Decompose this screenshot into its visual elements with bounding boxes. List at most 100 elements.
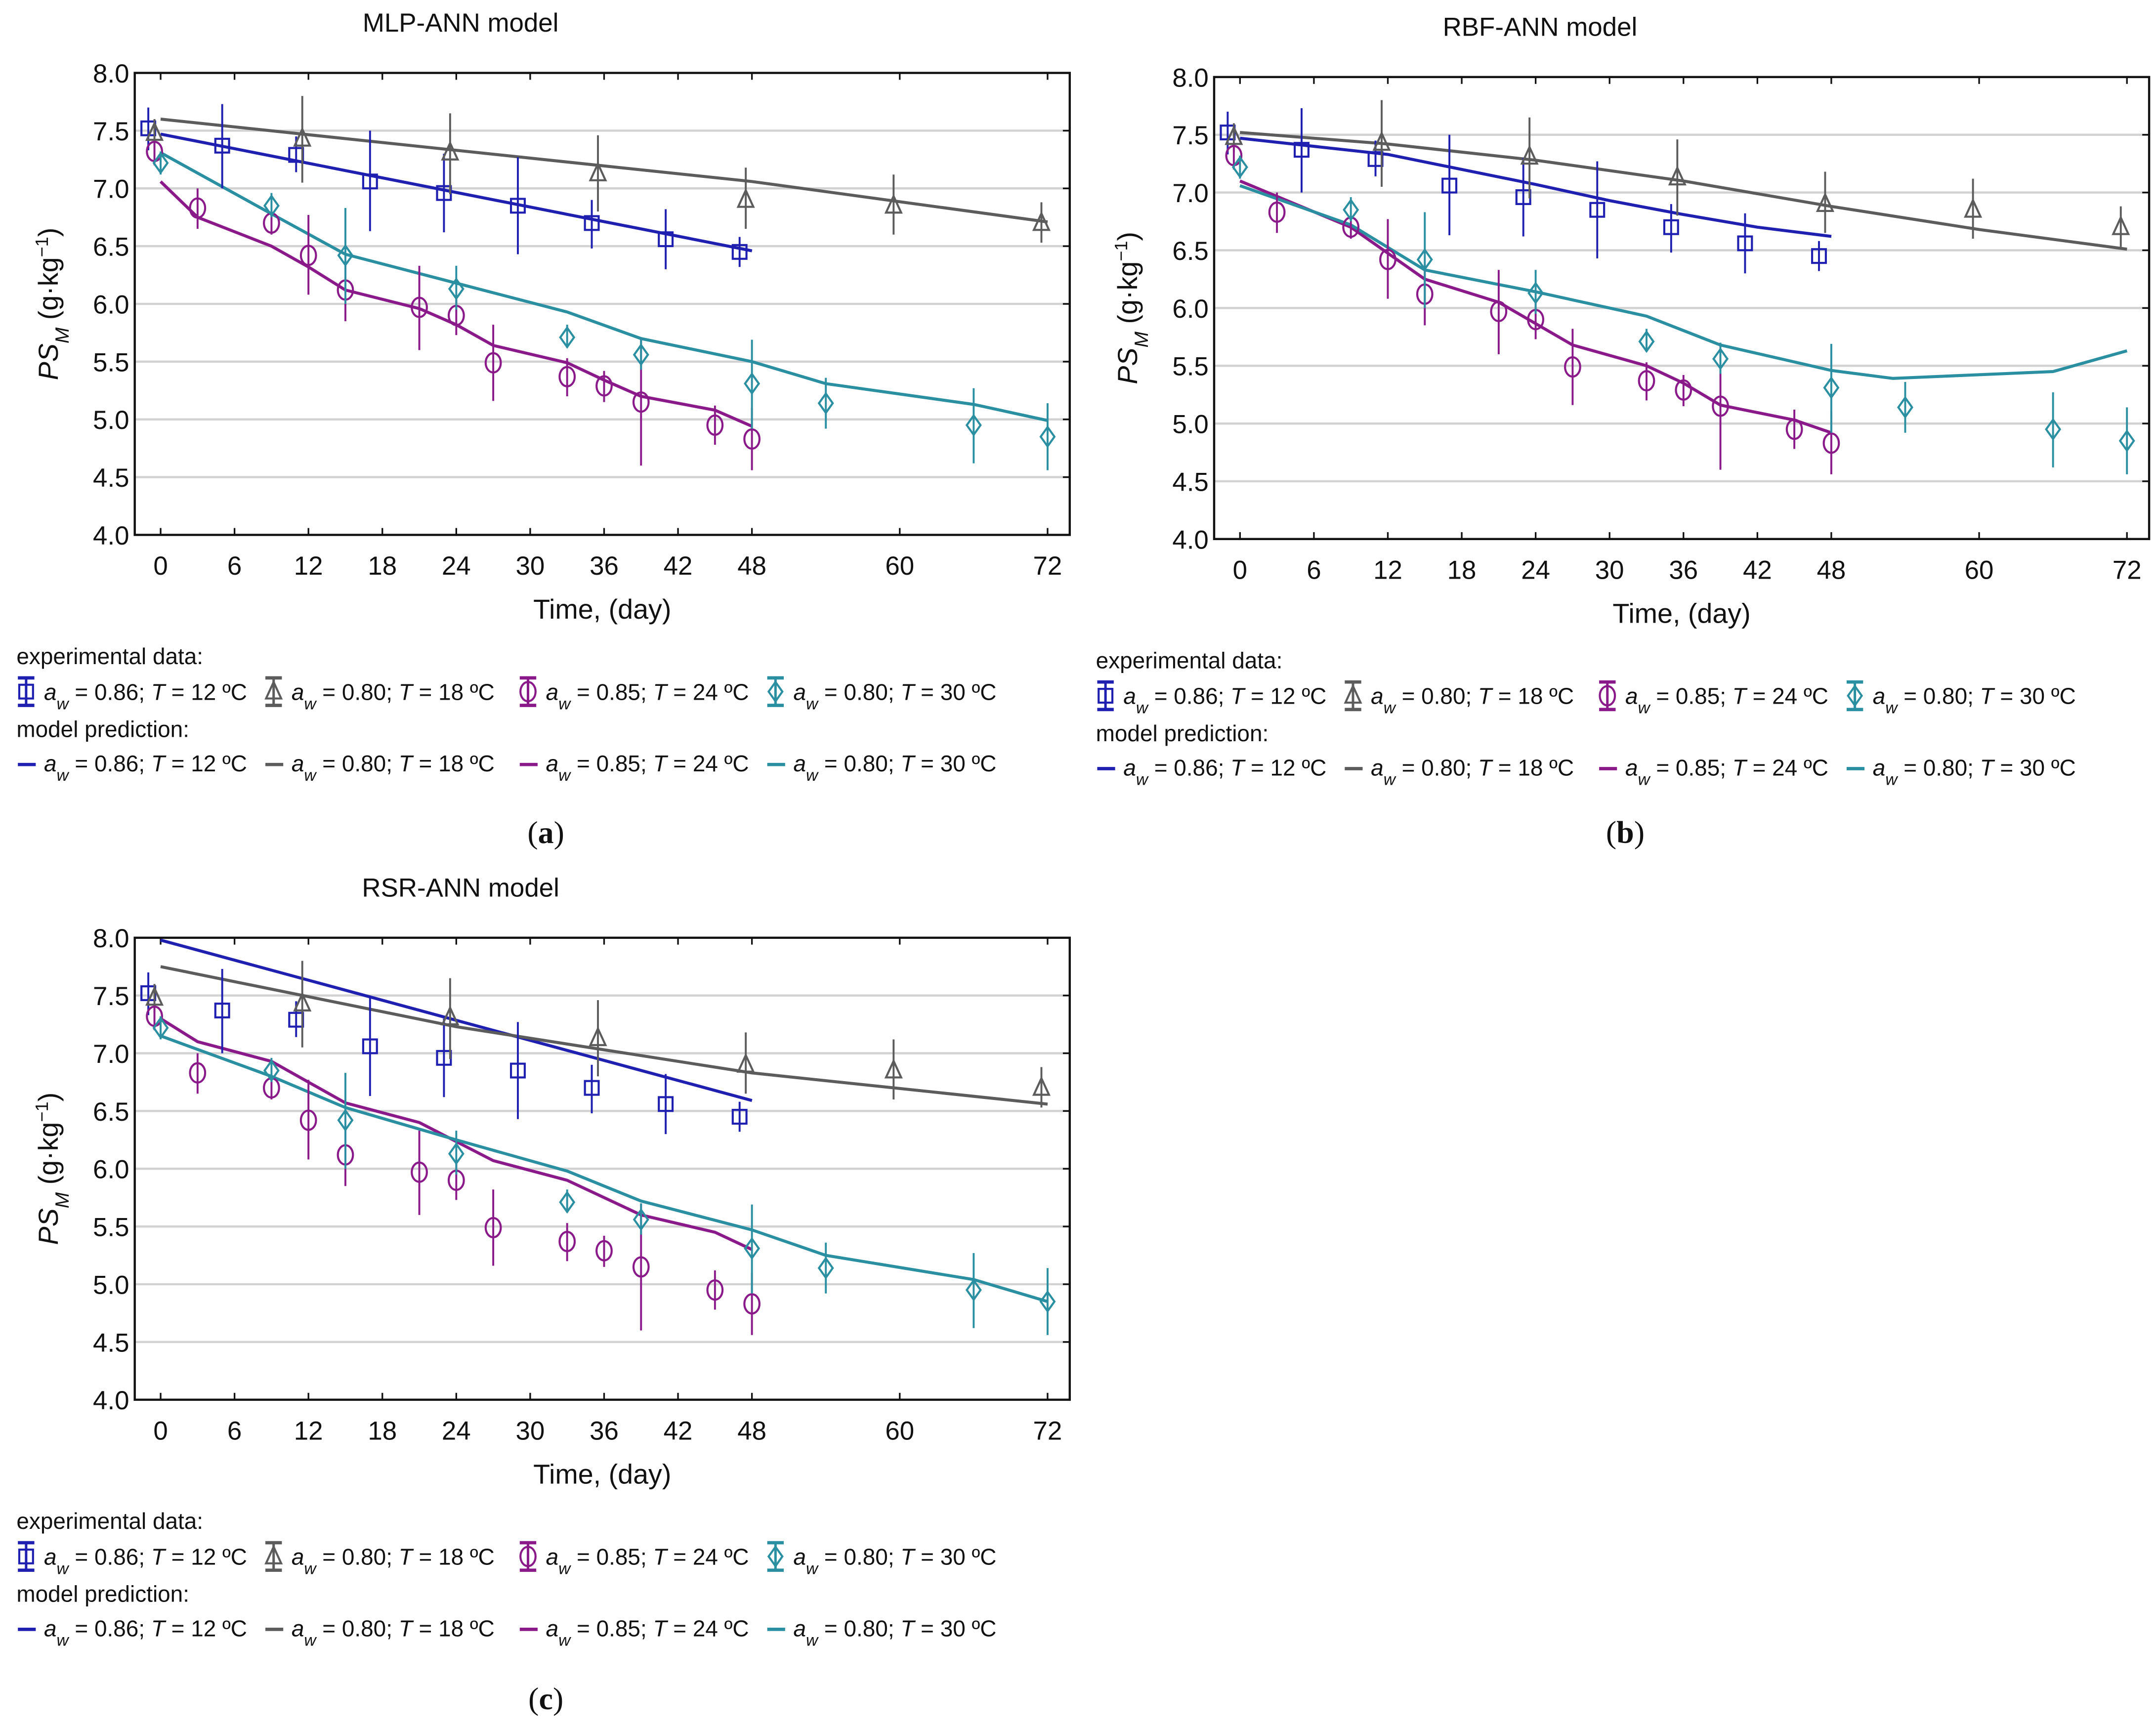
legend-T-value: = 24 ºC <box>667 1615 749 1641</box>
data-point-s18 <box>1816 192 1835 212</box>
y-label-exp: −1 <box>31 1101 51 1122</box>
legend-w: w <box>57 1631 70 1649</box>
data-point-s30 <box>152 1016 169 1040</box>
data-point-s24 <box>706 1279 724 1301</box>
legend-label: aw = 0.85; T = 24 ºC <box>1625 755 1828 789</box>
x-axis-label: Time, (day) <box>533 594 671 625</box>
legend-a: a <box>1873 755 1886 780</box>
legend-T-value: = 18 ºC <box>1492 755 1574 780</box>
legend-T-value: = 12 ºC <box>165 1544 247 1570</box>
data-point-s30 <box>263 194 280 217</box>
legend-a: a <box>546 679 559 705</box>
data-point-s12 <box>584 1080 600 1096</box>
model-line-s12 <box>1239 136 1832 238</box>
legend-T-value: = 30 ºC <box>1994 683 2076 709</box>
legend-label: aw = 0.86; T = 12 ºC <box>44 1544 247 1578</box>
x-tick-label: 0 <box>153 551 168 581</box>
y-tick-label: 6.0 <box>1172 295 1208 324</box>
data-point-s12 <box>214 137 230 154</box>
legend-w: w <box>57 1559 70 1578</box>
x-tick-label: 48 <box>1817 556 1846 585</box>
data-point-s18 <box>1372 130 1391 151</box>
data-point-s18 <box>293 126 312 147</box>
legend-T: T <box>151 1615 167 1641</box>
legend-experimental-heading: experimental data: <box>1096 647 1283 673</box>
legend-a: a <box>546 751 559 776</box>
y-tick-label: 4.5 <box>93 463 129 493</box>
legend-label: aw = 0.80; T = 30 ºC <box>794 1615 997 1649</box>
legend-T-value: = 30 ºC <box>1994 755 2076 780</box>
y-label-unit: (g·kg <box>33 1122 64 1192</box>
data-point-s18 <box>884 1058 903 1079</box>
legend-T-value: = 24 ºC <box>1746 683 1828 709</box>
legend-aw-value: = 0.80; <box>1897 755 1980 780</box>
legend-marker-diamond <box>767 1545 784 1568</box>
legend-label: aw = 0.86; T = 12 ºC <box>1123 683 1326 717</box>
x-tick-label: 42 <box>664 551 693 581</box>
legend-label: aw = 0.85; T = 24 ºC <box>546 1544 749 1578</box>
legend-marker-circle <box>519 1546 537 1567</box>
legend-marker-diamond <box>767 680 784 703</box>
legend-a: a <box>292 1544 304 1570</box>
data-point-s12 <box>509 198 526 214</box>
legend-T: T <box>1733 755 1748 780</box>
model-line-s12 <box>160 132 753 253</box>
legend-T-value: = 24 ºC <box>667 751 749 776</box>
legend-experimental-heading: experimental data: <box>16 643 203 669</box>
x-tick-label: 30 <box>1595 556 1624 585</box>
data-point-s12 <box>731 1109 748 1125</box>
y-tick-label: 4.0 <box>1172 525 1208 554</box>
legend-label: aw = 0.85; T = 24 ºC <box>546 679 749 713</box>
y-tick-label: 6.5 <box>93 233 129 262</box>
chart-panel-b: RBF-ANN model 4.0 4.5 5.0 5.5 6.0 6.5 7.0 7.5 8.0… <box>1096 12 2151 850</box>
legend-w: w <box>1885 699 1898 717</box>
chart-panel-c: RSR-ANN model 4.0 4.5 5.0 5.5 6.0 6.5 7.0 7.5 8.0… <box>16 873 1071 1716</box>
data-point-s12 <box>1663 219 1679 235</box>
legend-label: aw = 0.80; T = 30 ºC <box>1873 683 2076 717</box>
data-point-s30 <box>1638 330 1655 353</box>
legend-label: aw = 0.80; T = 18 ºC <box>1371 683 1574 717</box>
data-point-s12 <box>1589 202 1606 218</box>
legend-aw-value: = 0.86; <box>1148 755 1230 780</box>
data-point-s30 <box>1231 156 1248 179</box>
y-tick-label: 4.0 <box>93 1386 129 1415</box>
y-axis-label: PSM (g·kg−1) <box>31 228 73 380</box>
y-tick-label: 7.0 <box>93 175 129 204</box>
data-point-s24 <box>1638 370 1655 392</box>
legend-aw-value: = 0.85; <box>570 1544 653 1570</box>
legend-T: T <box>900 1615 916 1641</box>
x-tick-label: 18 <box>368 1416 397 1445</box>
x-tick-label: 36 <box>590 1416 619 1445</box>
legend-w: w <box>1885 770 1898 789</box>
legend-T: T <box>151 679 167 705</box>
y-tick-label: 7.5 <box>93 117 129 146</box>
caption-letter: a <box>538 815 554 850</box>
chart-title: RSR-ANN model <box>362 873 559 902</box>
legend-a: a <box>44 1615 57 1641</box>
data-point-s24 <box>558 366 576 387</box>
data-point-s12 <box>731 244 748 260</box>
data-point-s30 <box>744 1237 761 1260</box>
legend-label: aw = 0.80; T = 18 ºC <box>292 751 495 785</box>
model-line-s18 <box>160 965 1048 1106</box>
legend-a: a <box>1625 755 1638 780</box>
caption-close: ) <box>554 815 564 850</box>
data-point-s24 <box>632 1256 650 1278</box>
x-tick-label: 18 <box>1447 556 1477 585</box>
data-point-s12 <box>1293 142 1310 158</box>
panel-caption: (b) <box>1606 815 1645 850</box>
data-point-s24 <box>706 414 724 436</box>
legend-T-value: = 24 ºC <box>1746 755 1828 780</box>
x-tick-label: 6 <box>1307 556 1321 585</box>
data-point-s30 <box>337 244 354 267</box>
data-point-s18 <box>736 188 755 208</box>
legend-T: T <box>399 751 414 776</box>
legend: experimental data:model prediction:aw = … <box>1096 647 2076 789</box>
data-point-s30 <box>1039 1290 1056 1313</box>
data-point-s30 <box>1343 198 1359 221</box>
x-tick-label: 24 <box>1521 556 1550 585</box>
legend-w: w <box>1638 699 1650 717</box>
y-tick-label: 5.0 <box>1172 410 1208 439</box>
y-label-unit: (g·kg <box>1112 261 1143 332</box>
legend-aw-value: = 0.85; <box>570 1615 653 1641</box>
